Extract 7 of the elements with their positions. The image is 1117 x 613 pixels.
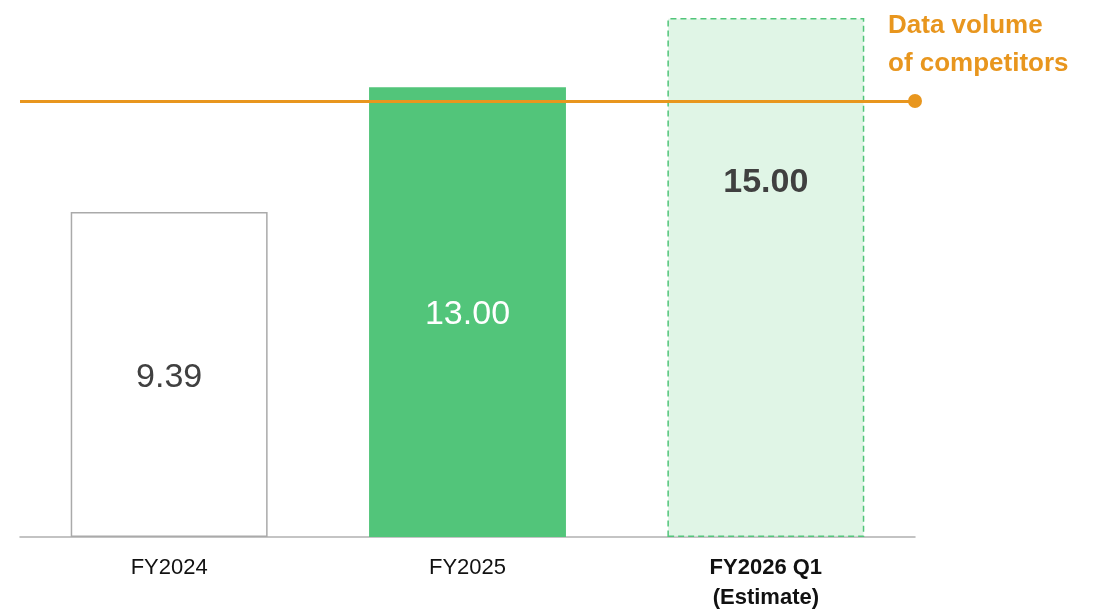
x-tick-label: FY2024	[130, 553, 208, 579]
ref-line-label: Data volume of competitors	[888, 9, 1069, 78]
data-label: 15.00	[723, 161, 809, 200]
data-label: 9.39	[136, 355, 203, 394]
x-tick-label: FY2025	[428, 553, 507, 579]
data-label: 13.00	[424, 293, 511, 332]
x-tick-label: FY2026 Q1 (Estimate)	[709, 553, 823, 609]
